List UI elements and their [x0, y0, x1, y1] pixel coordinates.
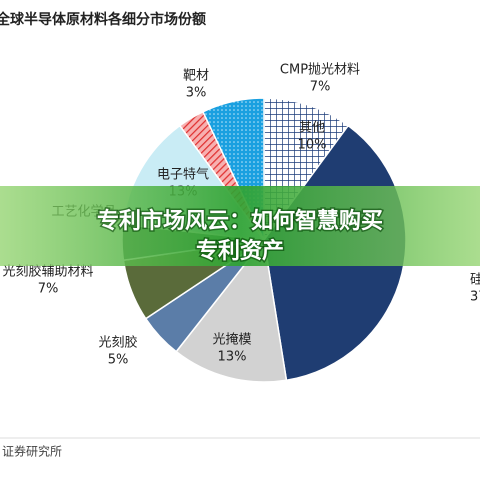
slice-label: 光刻胶: [98, 335, 137, 351]
value-label: 10%: [298, 138, 327, 153]
slice-label: 电子特气: [157, 167, 209, 183]
slice-label: 硅片: [470, 273, 480, 288]
value-label: 13%: [218, 350, 247, 365]
slice-label: CMP抛光材料: [280, 63, 360, 78]
slice-label: 靶材: [183, 69, 209, 84]
value-label: 5%: [108, 353, 129, 368]
value-label: 3%: [186, 86, 207, 101]
banner-text: 专利资产: [196, 238, 284, 264]
chart-title: 全球半导体原材料各细分市场份额: [0, 11, 206, 28]
slice-label: 光刻胶辅助材料: [2, 264, 93, 280]
source: 证券研究所: [2, 444, 62, 459]
value-label: 7%: [310, 80, 331, 95]
value-label: 7%: [38, 282, 59, 297]
banner: [0, 186, 480, 266]
slice-label: 光掩模: [212, 333, 251, 348]
slice-label: 其他: [299, 121, 325, 136]
banner-text: 专利市场风云：如何智慧购买: [97, 208, 383, 234]
value-label: 37%: [470, 290, 480, 305]
pie-slice: [175, 238, 288, 383]
